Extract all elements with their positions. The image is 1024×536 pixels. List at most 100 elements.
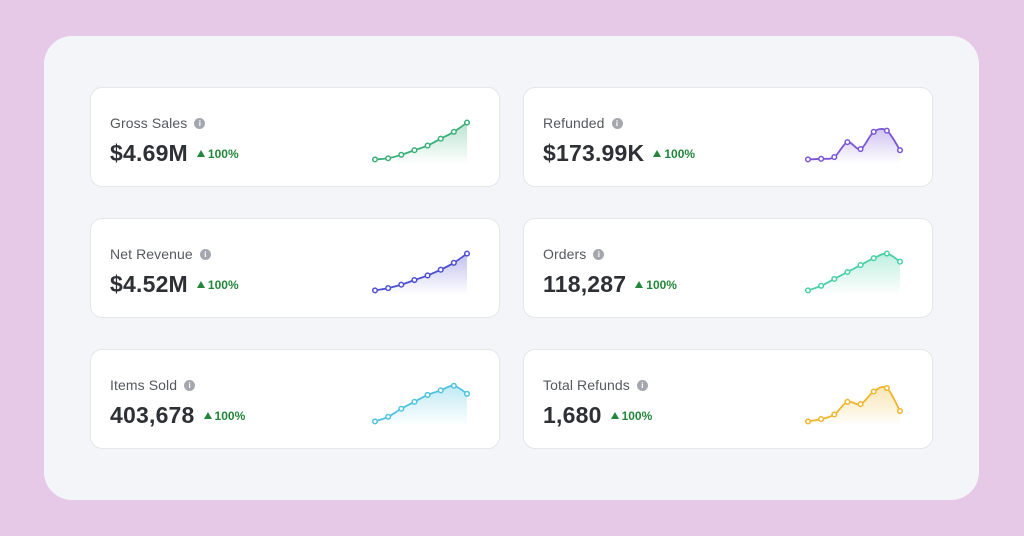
sparkline-chart bbox=[804, 250, 904, 295]
sparkline-point bbox=[450, 382, 457, 389]
sparkline-point bbox=[883, 385, 890, 392]
sparkline-point bbox=[883, 250, 890, 257]
up-arrow-icon bbox=[635, 281, 644, 288]
sparkline-point bbox=[437, 266, 444, 273]
sparkline-point bbox=[463, 250, 471, 257]
metric-value: $4.69M bbox=[110, 140, 188, 166]
delta-value: 100% bbox=[207, 277, 239, 292]
metric-value: $4.52M bbox=[110, 271, 188, 297]
sparkline-point bbox=[371, 418, 379, 425]
sparkline-point bbox=[424, 272, 431, 279]
sparkline-point bbox=[831, 154, 838, 161]
metric-value: 1,680 bbox=[543, 402, 602, 428]
sparkline-point bbox=[804, 418, 812, 425]
info-icon[interactable]: i bbox=[593, 248, 605, 260]
sparkline-point bbox=[804, 156, 812, 163]
metric-card-gross-sales[interactable]: Gross Sales i $4.69M 100% bbox=[90, 87, 500, 187]
sparkline-point bbox=[371, 287, 379, 294]
sparkline-point bbox=[857, 401, 864, 408]
sparkline-chart bbox=[371, 119, 471, 164]
sparkline-point bbox=[398, 151, 405, 158]
sparkline-point bbox=[385, 285, 392, 292]
sparkline-point bbox=[831, 275, 838, 282]
sparkline-point bbox=[463, 390, 471, 397]
delta-badge: 100% bbox=[653, 147, 695, 161]
sparkline-point bbox=[896, 408, 904, 415]
delta-badge: 100% bbox=[610, 408, 653, 423]
delta-value: 100% bbox=[207, 146, 239, 161]
sparkline-chart bbox=[804, 127, 904, 164]
metrics-grid: Gross Sales i $4.69M 100% Refunded i $17… bbox=[90, 87, 933, 449]
sparkline-point bbox=[450, 128, 457, 135]
info-icon[interactable]: i bbox=[194, 117, 206, 129]
delta-value: 100% bbox=[646, 277, 677, 292]
up-arrow-icon bbox=[196, 150, 205, 157]
up-arrow-icon bbox=[203, 412, 212, 419]
metric-card-net-revenue[interactable]: Net Revenue i $4.52M 100% bbox=[90, 218, 500, 318]
sparkline-point bbox=[398, 405, 405, 412]
info-icon[interactable]: i bbox=[611, 117, 623, 129]
sparkline-point bbox=[883, 127, 890, 134]
sparkline-point bbox=[844, 398, 851, 405]
sparkline-point bbox=[385, 413, 392, 420]
sparkline-point bbox=[818, 416, 825, 423]
metric-label: Orders bbox=[543, 246, 587, 262]
metric-value: $173.99K bbox=[543, 140, 645, 166]
sparkline-point bbox=[385, 155, 392, 162]
sparkline-point bbox=[844, 268, 851, 276]
up-arrow-icon bbox=[610, 412, 619, 419]
sparkline-point bbox=[844, 139, 851, 146]
delta-value: 100% bbox=[621, 408, 653, 423]
sparkline-area bbox=[375, 385, 467, 426]
metric-value: 118,287 bbox=[543, 271, 627, 297]
sparkline-point bbox=[857, 146, 864, 153]
delta-value: 100% bbox=[214, 408, 246, 423]
sparkline-area bbox=[808, 253, 900, 295]
sparkline-point bbox=[411, 147, 418, 154]
sparkline-point bbox=[870, 255, 877, 262]
dashboard-panel: Gross Sales i $4.69M 100% Refunded i $17… bbox=[44, 36, 979, 500]
sparkline-point bbox=[437, 135, 444, 142]
sparkline-point bbox=[818, 282, 825, 289]
metric-card-orders[interactable]: Orders i 118,287 100% bbox=[523, 218, 933, 318]
sparkline-point bbox=[411, 277, 418, 284]
sparkline-area bbox=[375, 122, 467, 164]
metric-card-refunded[interactable]: Refunded i $173.99K 100% bbox=[523, 87, 933, 187]
delta-badge: 100% bbox=[203, 408, 246, 423]
info-icon[interactable]: i bbox=[199, 248, 211, 260]
sparkline-point bbox=[857, 262, 864, 269]
metric-label: Items Sold bbox=[110, 377, 178, 393]
metric-card-items-sold[interactable]: Items Sold i 403,678 100% bbox=[90, 349, 500, 449]
metric-value: 403,678 bbox=[110, 402, 195, 428]
sparkline-point bbox=[870, 128, 877, 135]
metric-card-total-refunds[interactable]: Total Refunds i 1,680 100% bbox=[523, 349, 933, 449]
metric-label: Refunded bbox=[543, 115, 605, 131]
sparkline-point bbox=[896, 147, 904, 154]
sparkline-point bbox=[398, 281, 405, 288]
sparkline-point bbox=[804, 287, 812, 294]
delta-badge: 100% bbox=[196, 146, 239, 161]
sparkline-point bbox=[870, 388, 877, 395]
metric-label: Total Refunds bbox=[543, 377, 630, 393]
metric-label: Gross Sales bbox=[110, 115, 188, 131]
sparkline-point bbox=[463, 119, 471, 126]
sparkline-point bbox=[450, 259, 457, 266]
delta-badge: 100% bbox=[635, 278, 677, 292]
delta-value: 100% bbox=[664, 146, 696, 161]
sparkline-area bbox=[375, 253, 467, 295]
sparkline-point bbox=[896, 258, 904, 265]
sparkline-chart bbox=[371, 250, 471, 295]
sparkline-point bbox=[818, 155, 825, 162]
sparkline-point bbox=[411, 398, 418, 405]
sparkline-point bbox=[424, 142, 431, 149]
sparkline-chart bbox=[371, 382, 471, 426]
delta-badge: 100% bbox=[196, 277, 239, 292]
metric-label: Net Revenue bbox=[110, 246, 193, 262]
sparkline-point bbox=[831, 411, 838, 418]
info-icon[interactable]: i bbox=[184, 379, 196, 391]
up-arrow-icon bbox=[653, 150, 662, 157]
up-arrow-icon bbox=[196, 281, 205, 288]
sparkline-area bbox=[808, 386, 900, 426]
sparkline-chart bbox=[804, 385, 904, 426]
info-icon[interactable]: i bbox=[636, 379, 648, 391]
